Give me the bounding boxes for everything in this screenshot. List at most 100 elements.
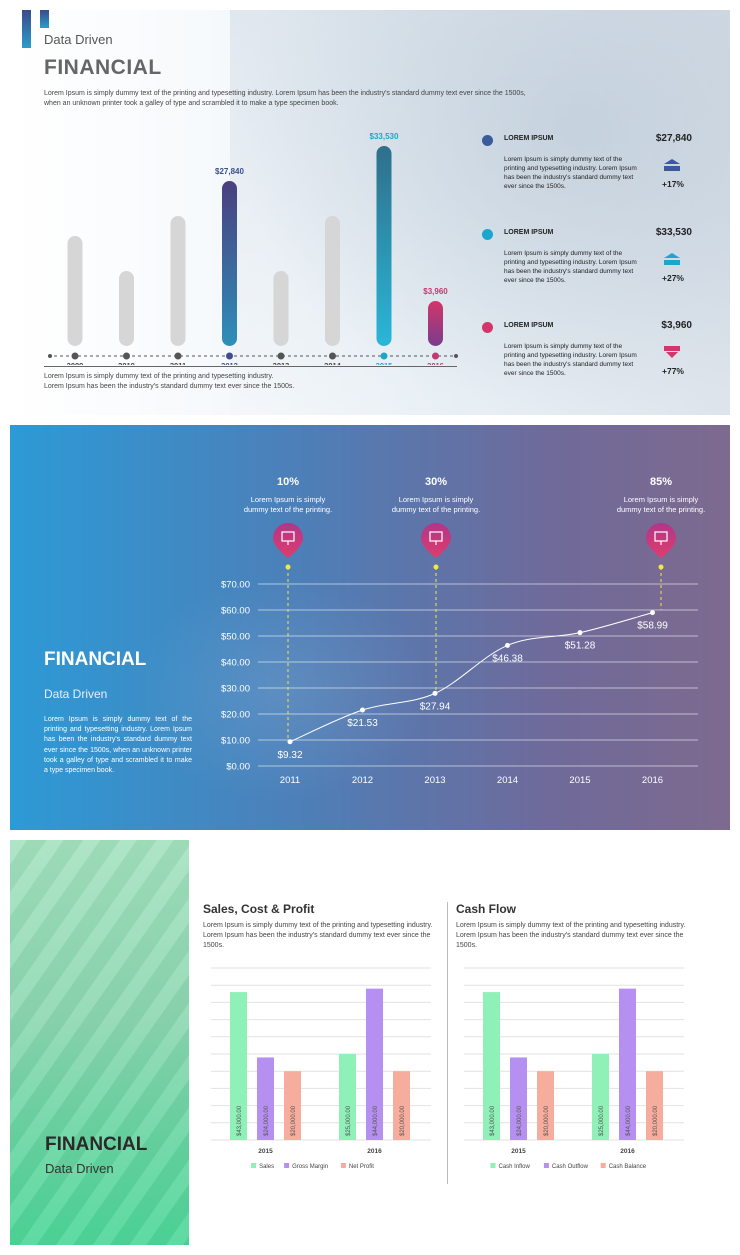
legend-change: +17%	[662, 179, 684, 189]
x-tick-label: 2016	[642, 775, 663, 786]
y-tick-label: $30.00	[221, 684, 250, 695]
data-label: $51.28	[565, 641, 596, 652]
legend-value: $27,840	[655, 133, 692, 144]
legend-swatch	[543, 1163, 549, 1168]
bar-2016	[428, 301, 443, 346]
data-label: $21.53	[347, 718, 378, 729]
x-tick-label: 2012	[352, 775, 373, 786]
timeline-end-dot	[454, 354, 458, 358]
x-tick-label: 2015	[511, 1148, 526, 1155]
bar-net-profit	[393, 1071, 410, 1140]
panel-cash-flow: Cash Flow Lorem Ipsum is simply dummy te…	[456, 902, 686, 1182]
bar-value-label: $20,000.00	[544, 1105, 550, 1136]
callout-text-line: Lorem Ipsum is simply	[251, 495, 326, 504]
panel-title: Cash Flow	[456, 902, 517, 916]
line-chart: $0.00 $10.00 $20.00 $30.00 $40.00 $50.00 $60.0…	[221, 476, 705, 786]
timeline-start-dot	[48, 354, 52, 358]
legend-name: LOREM IPSUM	[504, 322, 554, 329]
bar-value-label: $24,000.00	[517, 1105, 523, 1136]
callout-percent: 85%	[650, 476, 672, 488]
bar-cash-outflow	[510, 1057, 527, 1140]
legend-dot	[482, 135, 493, 146]
bar-value-label: $43,000.00	[237, 1105, 243, 1136]
bank-icon	[664, 159, 680, 171]
x-tick-label: 2015	[258, 1148, 273, 1155]
bar-2010	[119, 271, 134, 346]
bar-2009	[67, 236, 83, 346]
accent-bar-right	[40, 10, 49, 28]
y-tick-label: $0.00	[226, 762, 250, 773]
callout-text-line: Lorem Ipsum is simply	[624, 495, 699, 504]
panel-divider	[447, 902, 448, 1184]
slide-subtitle: Data Driven	[45, 1161, 114, 1176]
panel-description: Lorem Ipsum is simply dummy text of the …	[203, 922, 433, 949]
value-label-2016: $3,960	[423, 287, 448, 296]
legend-item: LOREM IPSUM $3,960 Lorem Ipsum is simply d…	[482, 320, 692, 402]
footer-line-1: Lorem Ipsum is simply dummy text of the …	[44, 373, 274, 380]
legend-change: +77%	[662, 366, 684, 376]
background-photo	[130, 575, 430, 805]
data-point	[287, 739, 293, 745]
legend-item: LOREM IPSUM $27,840 Lorem Ipsum is simply …	[482, 133, 692, 215]
bar-2013	[273, 271, 289, 346]
legend-name: LOREM IPSUM	[504, 135, 554, 142]
legend-dot	[482, 322, 493, 333]
x-tick-label: 2013	[424, 775, 445, 786]
panel-description: Lorem Ipsum is simply dummy text of the …	[456, 922, 686, 949]
slide-description: Lorem Ipsum is simply dummy text of the …	[44, 716, 192, 775]
value-label-2015: $33,530	[370, 132, 399, 141]
bar-value-label: $44,000.00	[626, 1105, 632, 1136]
bar-value-label: $25,000.00	[346, 1105, 352, 1136]
data-point	[650, 610, 655, 616]
timeline-dot-2015	[380, 352, 388, 360]
panel-title: Sales, Cost & Profit	[203, 902, 315, 916]
value-label-2012: $27,840	[215, 167, 244, 176]
data-point	[577, 630, 583, 636]
x-tick-label: 2015	[569, 775, 590, 786]
background-photo	[230, 10, 730, 415]
data-point	[505, 642, 510, 648]
y-tick-label: $40.00	[221, 658, 250, 669]
legend-change: +27%	[662, 273, 684, 283]
x-tick-label: 2016	[620, 1148, 635, 1155]
year-label-2009: 2009	[67, 361, 84, 365]
bar-gross-margin	[257, 1057, 274, 1140]
slide-title: FINANCIAL	[44, 56, 162, 79]
bar-cash-inflow	[483, 992, 500, 1140]
legend-label: Net Profit	[349, 1164, 374, 1170]
grouped-bar-chart: $43,000.00 $24,000.00 $20,000.00 2015 $25,00…	[211, 967, 431, 1170]
year-label-2013: 2013	[273, 361, 290, 365]
bank-icon	[664, 346, 680, 358]
year-label-2014: 2014	[324, 361, 342, 365]
bar-2014	[325, 216, 340, 346]
timeline-dot-2012	[226, 352, 233, 360]
legend-swatch	[600, 1163, 606, 1168]
legend-name: LOREM IPSUM	[504, 229, 554, 236]
legend-value: $3,960	[661, 320, 692, 331]
bar-sales	[339, 1054, 356, 1140]
legend-swatch	[284, 1163, 290, 1168]
bar-net-profit	[284, 1071, 301, 1140]
money-side-panel: FINANCIAL Data Driven	[10, 840, 189, 1245]
legend-dot	[482, 229, 493, 240]
bar-value-label: $24,000.00	[264, 1105, 270, 1136]
callout-percent: 10%	[277, 476, 299, 488]
legend-text: Lorem Ipsum is simply dummy text of the …	[504, 156, 637, 190]
bar-cash-balance	[646, 1071, 663, 1140]
legend-value: $33,530	[655, 227, 692, 238]
timeline-dot-2009	[71, 352, 79, 360]
slide-subtitle: Data Driven	[44, 687, 108, 701]
year-label-2010: 2010	[118, 361, 135, 365]
footer-line-2: Lorem Ipsum has been the industry's stan…	[44, 383, 295, 390]
panel-sales-cost-profit: Sales, Cost & Profit Lorem Ipsum is simp…	[203, 902, 433, 1182]
data-label: $27.94	[420, 701, 451, 712]
year-label-2011: 2011	[170, 361, 186, 365]
accent-bar-left	[22, 10, 31, 48]
footer-text: Lorem Ipsum is simply dummy text of the …	[44, 372, 344, 392]
year-label-2012: 2012	[221, 361, 238, 365]
bar-value-label: $20,000.00	[400, 1105, 406, 1136]
legend-text: Lorem Ipsum is simply dummy text of the …	[504, 250, 637, 284]
bar-2011	[170, 216, 186, 346]
y-tick-label: $20.00	[221, 710, 250, 721]
slide-financial-line: FINANCIAL Data Driven Lorem Ipsum is sim…	[10, 425, 730, 830]
